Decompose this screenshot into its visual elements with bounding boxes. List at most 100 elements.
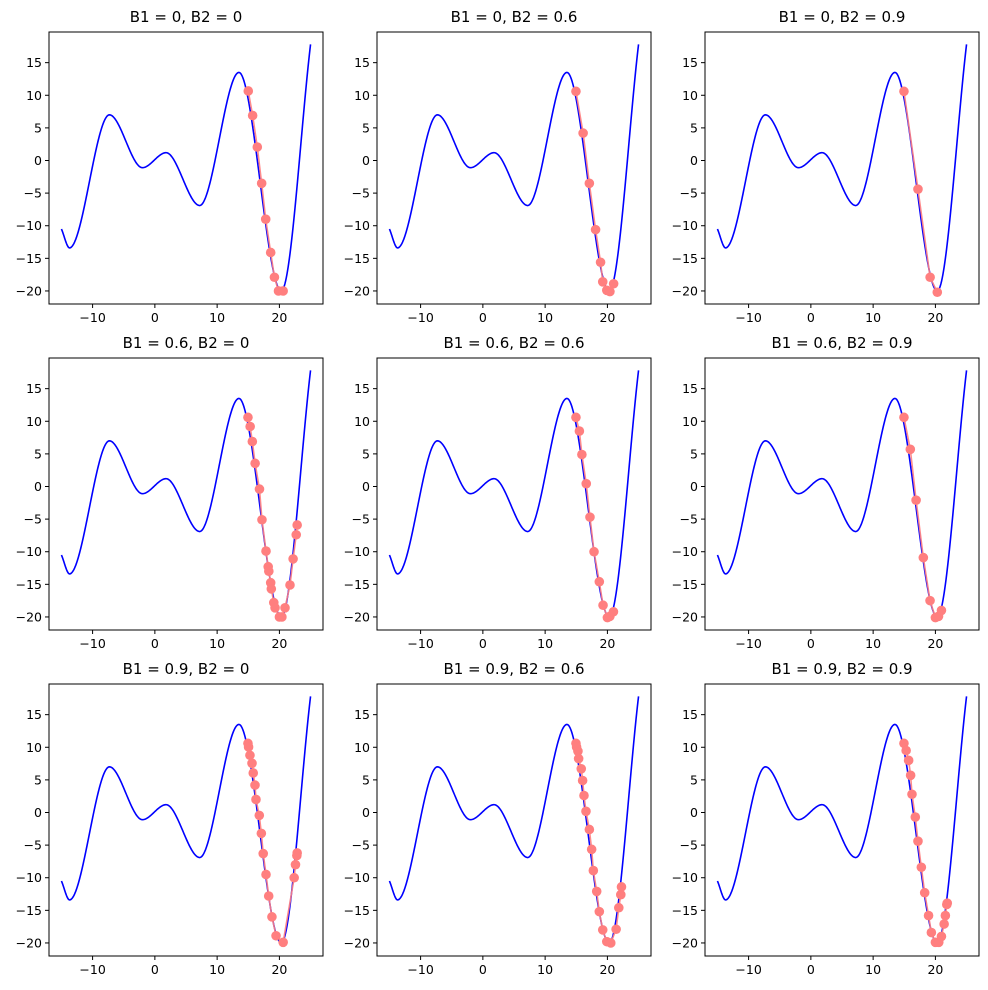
trajectory-point <box>901 745 911 756</box>
x-tick-label: 10 <box>537 962 553 977</box>
y-tick-label: 10 <box>26 88 42 103</box>
trajectory-point <box>584 178 595 189</box>
trajectory-point <box>936 931 947 942</box>
x-tick-label: 20 <box>927 962 943 977</box>
trajectory-point <box>258 848 269 859</box>
trajectory-point <box>254 484 265 494</box>
trajectory-point <box>263 891 274 901</box>
y-tick-label: 10 <box>682 740 698 755</box>
y-tick-label: 0 <box>690 805 698 820</box>
y-tick-label: −10 <box>672 870 698 885</box>
trajectory-point <box>899 412 909 423</box>
x-tick-label: 0 <box>479 310 487 325</box>
y-tick-label: −10 <box>16 218 42 233</box>
trajectory-point <box>573 746 583 756</box>
trajectory-point <box>923 910 934 921</box>
axes-frame <box>376 31 652 305</box>
y-tick-label: −20 <box>344 935 370 950</box>
y-tick-label: −15 <box>672 903 698 918</box>
trajectory-line <box>575 91 615 293</box>
subplot-3: B1 = 0, B2 = 0.9 −10 0 10 20 −20 −15 −10 −5 0 5 10 1… <box>672 8 980 325</box>
trajectory-point <box>576 764 587 774</box>
y-tick-label: −15 <box>344 577 370 592</box>
y-tick-label: −5 <box>680 512 698 527</box>
y-tick-label: −20 <box>672 935 698 950</box>
y-tick-label: 0 <box>690 153 698 168</box>
subplot-title: B1 = 0, B2 = 0 <box>130 8 243 26</box>
trajectory-point <box>260 214 271 224</box>
trajectory-point <box>280 603 290 613</box>
trajectory-point <box>919 887 930 898</box>
trajectory-point <box>288 554 298 564</box>
subplot-title: B1 = 0.6, B2 = 0.6 <box>443 334 584 352</box>
y-tick-label: −5 <box>24 186 42 201</box>
trajectory-point <box>292 520 302 530</box>
y-tick-label: −10 <box>16 870 42 885</box>
y-tick-label: −15 <box>16 251 42 266</box>
y-tick-label: 15 <box>682 381 698 396</box>
x-tick-label: 10 <box>865 310 881 325</box>
trajectory-point <box>591 886 602 897</box>
y-tick-label: 10 <box>354 88 370 103</box>
axes-frame <box>48 357 324 631</box>
trajectory-point <box>608 606 619 617</box>
x-tick-label: 20 <box>927 636 943 651</box>
trajectory-point <box>250 458 260 469</box>
y-tick-label: −5 <box>352 838 370 853</box>
trajectory-point <box>271 930 281 941</box>
trajectory-point <box>577 775 588 786</box>
objective-curve <box>716 370 968 618</box>
x-tick-label: 10 <box>537 636 553 651</box>
y-tick-label: 10 <box>354 740 370 755</box>
y-tick-label: 15 <box>26 55 42 70</box>
subplot-title: B1 = 0.9, B2 = 0 <box>123 660 250 678</box>
axes-frame <box>376 357 652 631</box>
trajectory-point <box>250 780 260 790</box>
trajectory-point <box>573 753 584 764</box>
y-tick-label: −20 <box>672 283 698 298</box>
y-tick-label: 5 <box>34 446 42 461</box>
y-tick-label: −5 <box>352 186 370 201</box>
y-tick-label: 10 <box>354 414 370 429</box>
axes-frame <box>704 683 980 957</box>
y-tick-label: 15 <box>354 55 370 70</box>
trajectory-point <box>911 495 921 506</box>
trajectory-point <box>261 869 271 880</box>
x-tick-label: −10 <box>407 636 433 651</box>
y-tick-label: 5 <box>690 120 698 135</box>
trajectory-point <box>243 86 254 96</box>
y-tick-label: 15 <box>26 707 42 722</box>
subplot-5: B1 = 0.6, B2 = 0.6 −10 0 10 20 −20 −15 −10 −5 0 5 1… <box>344 334 652 651</box>
trajectory-point <box>267 912 277 922</box>
subplot-1: B1 = 0, B2 = 0 −10 0 10 20 −20 −15 −10 −5 0 5 10 15 <box>16 8 324 325</box>
trajectory-point <box>597 277 608 287</box>
y-tick-label: −20 <box>672 609 698 624</box>
trajectory-point <box>905 770 916 781</box>
axes-frame <box>376 683 652 957</box>
x-tick-label: 0 <box>151 636 159 651</box>
x-tick-label: −10 <box>735 962 761 977</box>
y-tick-label: 5 <box>690 446 698 461</box>
x-tick-label: 20 <box>927 310 943 325</box>
y-tick-label: −5 <box>680 838 698 853</box>
y-tick-label: 0 <box>34 805 42 820</box>
trajectory-point <box>942 898 953 908</box>
x-tick-label: 10 <box>209 310 225 325</box>
trajectory-point <box>247 758 257 769</box>
trajectory-line <box>247 90 284 292</box>
y-tick-label: 15 <box>354 381 370 396</box>
trajectory-point <box>243 742 254 752</box>
x-tick-label: 20 <box>271 636 287 651</box>
y-tick-label: 10 <box>26 414 42 429</box>
trajectory-point <box>290 859 301 870</box>
x-tick-label: 10 <box>537 310 553 325</box>
y-tick-label: 5 <box>362 772 370 787</box>
y-tick-label: −20 <box>16 283 42 298</box>
trajectory-point <box>597 925 608 935</box>
y-tick-label: 0 <box>362 479 370 494</box>
y-tick-label: 15 <box>682 55 698 70</box>
y-tick-label: −15 <box>344 251 370 266</box>
y-tick-label: −5 <box>24 838 42 853</box>
y-tick-label: 0 <box>690 479 698 494</box>
